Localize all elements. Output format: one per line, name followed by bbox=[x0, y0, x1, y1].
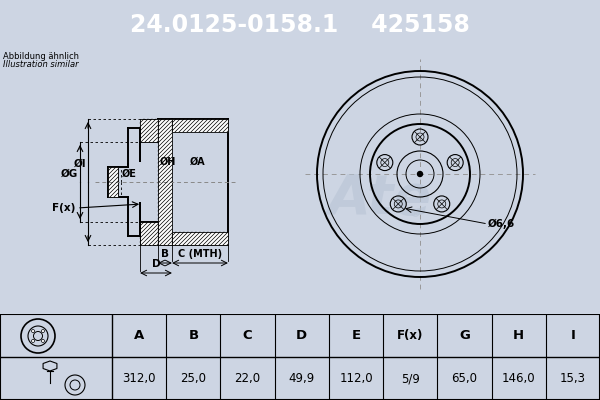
Text: G: G bbox=[459, 329, 470, 342]
Polygon shape bbox=[140, 222, 158, 245]
Polygon shape bbox=[108, 167, 118, 197]
Polygon shape bbox=[172, 119, 228, 132]
Text: D: D bbox=[152, 259, 160, 269]
Text: B: B bbox=[161, 249, 169, 259]
Text: D: D bbox=[296, 329, 307, 342]
Circle shape bbox=[32, 340, 35, 342]
Text: 24.0125-0158.1    425158: 24.0125-0158.1 425158 bbox=[130, 13, 470, 37]
Text: Ate: Ate bbox=[328, 172, 432, 226]
Text: Ø6,6: Ø6,6 bbox=[488, 219, 515, 229]
Text: C: C bbox=[243, 329, 253, 342]
Text: ØE: ØE bbox=[122, 169, 137, 179]
Circle shape bbox=[41, 340, 44, 342]
Text: 15,3: 15,3 bbox=[560, 372, 586, 385]
Text: 65,0: 65,0 bbox=[451, 372, 478, 385]
Circle shape bbox=[41, 330, 44, 332]
Text: 312,0: 312,0 bbox=[122, 372, 156, 385]
Polygon shape bbox=[172, 232, 228, 245]
Text: 25,0: 25,0 bbox=[181, 372, 206, 385]
Circle shape bbox=[418, 172, 422, 176]
Text: C (MTH): C (MTH) bbox=[178, 249, 222, 259]
Text: ØG: ØG bbox=[61, 169, 78, 179]
Polygon shape bbox=[158, 119, 172, 245]
Polygon shape bbox=[140, 119, 158, 142]
Text: 112,0: 112,0 bbox=[339, 372, 373, 385]
Text: 146,0: 146,0 bbox=[502, 372, 535, 385]
Text: E: E bbox=[352, 329, 361, 342]
Text: Illustration similar: Illustration similar bbox=[3, 60, 79, 69]
Circle shape bbox=[32, 330, 35, 332]
Text: A: A bbox=[134, 329, 144, 342]
Text: B: B bbox=[188, 329, 199, 342]
Text: F(x): F(x) bbox=[397, 329, 424, 342]
Text: 49,9: 49,9 bbox=[289, 372, 315, 385]
Text: H: H bbox=[513, 329, 524, 342]
Text: 5/9: 5/9 bbox=[401, 372, 419, 385]
Text: ØA: ØA bbox=[190, 157, 206, 167]
Text: I: I bbox=[571, 329, 575, 342]
Text: Abbildung ähnlich: Abbildung ähnlich bbox=[3, 52, 79, 61]
Text: ØH: ØH bbox=[160, 157, 176, 167]
Text: 22,0: 22,0 bbox=[235, 372, 260, 385]
Text: ®: ® bbox=[409, 209, 421, 219]
Text: ØI: ØI bbox=[73, 159, 86, 169]
Text: F(x): F(x) bbox=[52, 203, 75, 213]
